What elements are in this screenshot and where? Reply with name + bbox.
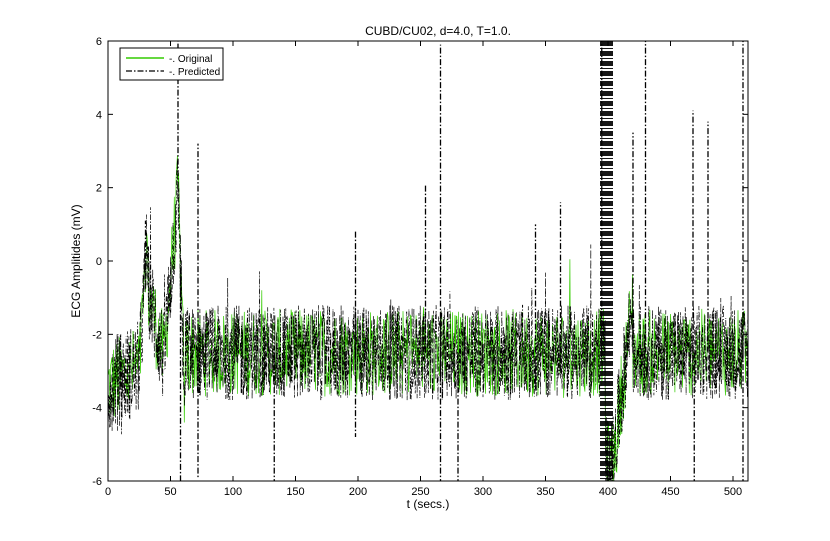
x-tick-label: 300 [474,486,492,498]
y-tick-label: 0 [96,256,102,268]
chart-title: CUBD/CU02, d=4.0, T=1.0. [365,24,511,38]
legend: -. Original -. Predicted [119,47,224,81]
x-tick-label: 0 [105,486,111,498]
x-tick-label: 50 [164,486,176,498]
y-tick-label: -6 [92,476,102,488]
x-tick-label: 200 [349,486,367,498]
x-tick-label: 400 [599,486,617,498]
legend-predicted-label: -. Predicted [169,67,220,78]
y-tick-label: 4 [96,109,102,121]
x-tick-label: 150 [286,486,304,498]
x-tick-label: 350 [536,486,554,498]
legend-original-label: -. Original [169,54,212,65]
legend-box [119,47,224,81]
y-tick-label: 6 [96,36,102,48]
x-tick-label: 450 [661,486,679,498]
x-axis: 0 50 100 150 200 250 300 350 400 450 500 [105,41,742,498]
y-axis-label: ECG Amplitides (mV) [69,204,83,317]
plot-area [107,40,749,482]
x-tick-label: 500 [724,486,742,498]
series-layer [108,41,748,481]
y-tick-label: 2 [96,183,102,195]
y-tick-label: -2 [92,329,102,341]
y-axis: -6 -4 -2 0 2 4 6 [92,36,748,488]
x-tick-label: 100 [224,486,242,498]
y-tick-label: -4 [92,403,102,415]
plot-background [108,41,748,481]
x-tick-label: 250 [411,486,429,498]
x-axis-label: t (secs.) [407,497,450,511]
